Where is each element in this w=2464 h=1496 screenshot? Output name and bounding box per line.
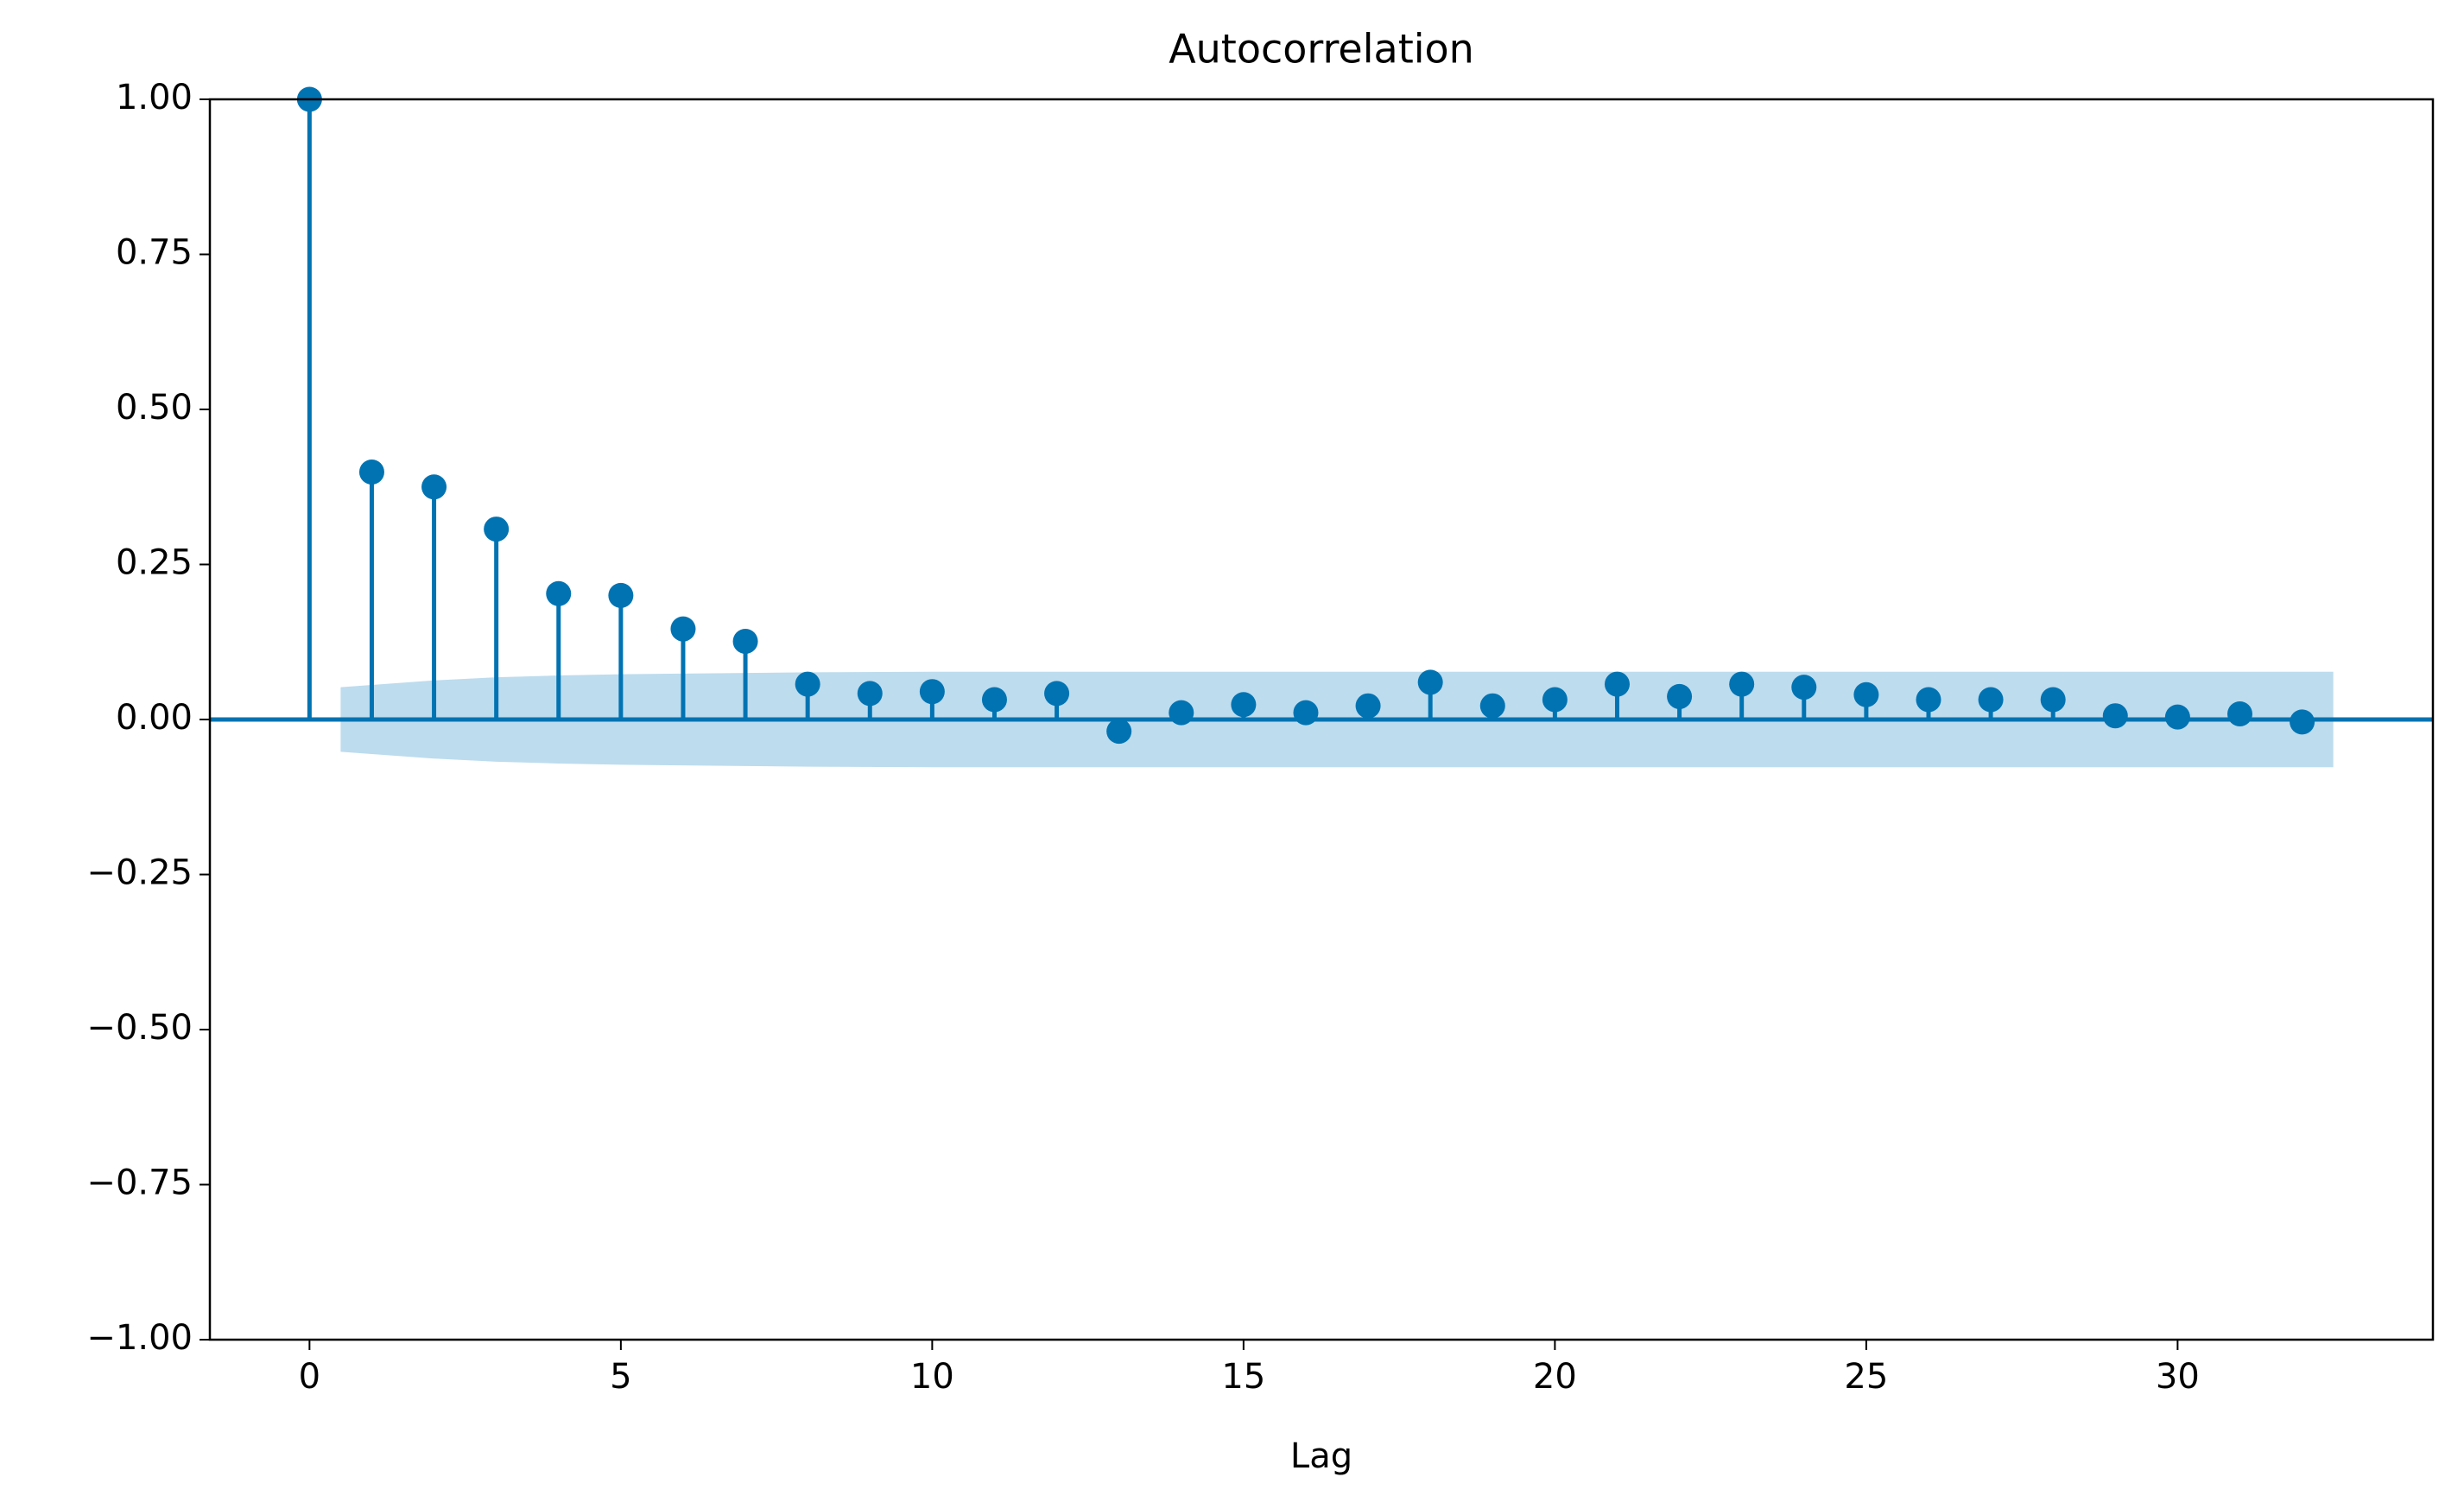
stem-marker <box>670 616 696 642</box>
y-tick-label: 0.25 <box>116 543 193 583</box>
x-tick-label: 10 <box>910 1357 954 1397</box>
stem-marker <box>358 460 384 485</box>
stem-marker <box>1169 700 1194 726</box>
stem-marker <box>1791 675 1817 700</box>
stem-marker <box>1355 693 1381 719</box>
stem-marker <box>2226 701 2252 727</box>
stem-marker <box>1417 669 1443 695</box>
stem-marker <box>1106 719 1132 745</box>
stem-marker <box>795 671 820 697</box>
stem-marker <box>1729 671 1755 697</box>
stem-marker <box>919 679 945 705</box>
stem-marker <box>1542 687 1568 713</box>
stem-marker <box>608 582 634 608</box>
y-tick-label: −1.00 <box>86 1318 193 1358</box>
y-tick-label: −0.25 <box>86 853 193 893</box>
x-axis-label: Lag <box>1290 1436 1352 1476</box>
stem-marker <box>2102 703 2128 729</box>
stem-marker <box>2164 704 2190 730</box>
y-tick-label: 0.00 <box>116 698 193 738</box>
chart-title: Autocorrelation <box>1169 26 1474 73</box>
y-tick-label: 0.75 <box>116 233 193 273</box>
stem-marker <box>2290 709 2315 735</box>
y-tick-label: 0.50 <box>116 388 193 428</box>
stem-marker <box>421 474 447 500</box>
stem-marker <box>2040 687 2066 713</box>
stem-marker <box>981 687 1007 713</box>
stem-marker <box>1044 681 1070 707</box>
stem-marker <box>1479 693 1505 719</box>
x-tick-label: 30 <box>2156 1357 2200 1397</box>
x-tick-label: 0 <box>299 1357 320 1397</box>
stem-marker <box>857 681 883 707</box>
stem-marker <box>484 517 510 542</box>
x-tick-label: 15 <box>1221 1357 1265 1397</box>
stem-marker <box>1853 681 1879 707</box>
y-tick-label: −0.50 <box>86 1008 193 1048</box>
stem-marker <box>1293 700 1319 726</box>
x-tick-label: 25 <box>1844 1357 1888 1397</box>
stem-marker <box>732 629 758 655</box>
y-tick-label: −0.75 <box>86 1163 193 1203</box>
y-tick-label: 1.00 <box>116 78 193 117</box>
x-tick-label: 20 <box>1533 1357 1577 1397</box>
x-tick-label: 5 <box>610 1357 631 1397</box>
stem-marker <box>1916 687 1941 713</box>
stem-marker <box>1978 687 2004 713</box>
stem-marker <box>546 580 572 606</box>
stem-marker <box>1231 692 1257 718</box>
stem-marker <box>1604 671 1630 697</box>
stem-marker <box>1667 683 1693 709</box>
plot-frame <box>208 98 2435 1341</box>
